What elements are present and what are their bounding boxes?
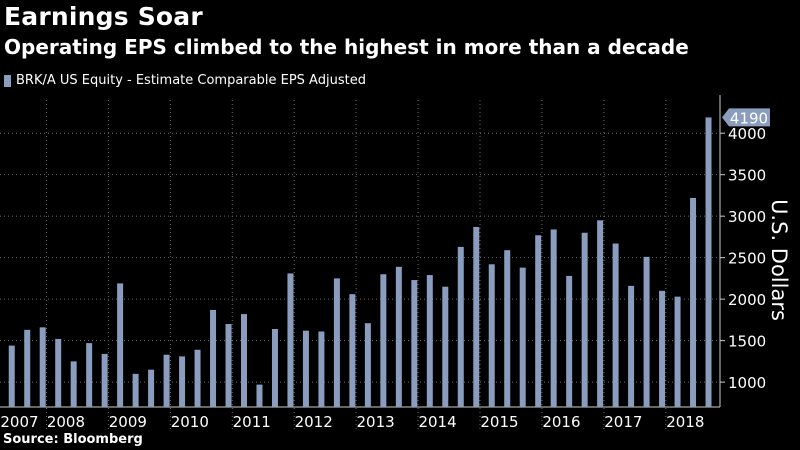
bar — [395, 266, 402, 407]
bar — [473, 226, 480, 407]
x-tick-label: 2012 — [295, 413, 333, 431]
bar — [581, 232, 588, 407]
bar — [302, 330, 309, 407]
bar — [426, 275, 433, 407]
y-tick-label: 3000 — [728, 208, 766, 226]
bar — [333, 278, 340, 407]
y-tick-label: 2500 — [728, 250, 766, 268]
y-tick-label: 4000 — [728, 125, 766, 143]
bar — [674, 296, 681, 407]
x-tick-label: 2011 — [233, 413, 271, 431]
bar — [457, 246, 464, 407]
bar — [349, 294, 356, 407]
bar — [380, 274, 387, 407]
bar — [70, 361, 77, 407]
bar — [271, 329, 278, 407]
x-tick-label: 2013 — [357, 413, 395, 431]
y-axis-title: U.S. Dollars — [767, 199, 791, 321]
y-tick-label: 3500 — [728, 167, 766, 185]
bar — [411, 280, 418, 407]
bar — [39, 327, 46, 407]
x-tick-label: 2018 — [666, 413, 704, 431]
bar — [132, 373, 139, 407]
bar — [287, 273, 294, 407]
legend-swatch — [4, 74, 11, 87]
bar — [163, 354, 170, 407]
y-tick-label: 1500 — [728, 333, 766, 351]
bar — [86, 343, 93, 407]
bar — [8, 345, 15, 407]
bar — [225, 324, 232, 407]
x-tick-label: 2015 — [480, 413, 518, 431]
bar — [256, 384, 263, 407]
bar — [519, 267, 526, 407]
bar — [690, 197, 697, 407]
bar — [504, 250, 511, 407]
callout-box — [722, 108, 770, 127]
bar — [597, 220, 604, 407]
chart-title: Earnings Soar — [4, 2, 203, 31]
last-value-callout: 4190 — [722, 108, 770, 127]
bar — [210, 309, 217, 407]
bar — [179, 356, 186, 407]
bar — [148, 369, 155, 407]
bar — [550, 229, 557, 407]
x-tick-label: 2009 — [109, 413, 147, 431]
bar — [442, 286, 449, 407]
bar — [318, 331, 325, 407]
x-tick-label: 2010 — [171, 413, 209, 431]
bar — [241, 314, 247, 407]
bar — [566, 275, 573, 407]
x-tick-label: 2016 — [542, 413, 580, 431]
bar — [612, 243, 619, 407]
legend: BRK/A US Equity - Estimate Comparable EP… — [4, 73, 366, 88]
bar — [643, 256, 650, 407]
bar — [659, 290, 666, 407]
callout-label: 4190 — [730, 109, 768, 127]
bar — [55, 338, 62, 407]
x-tick-label: 2008 — [47, 413, 85, 431]
bar — [24, 329, 31, 407]
source-note: Source: Bloomberg — [3, 432, 143, 447]
x-tick-label: 2007 — [0, 413, 38, 431]
chart-subtitle: Operating EPS climbed to the highest in … — [4, 35, 689, 59]
bar — [705, 117, 712, 408]
bar — [535, 235, 542, 407]
bar — [364, 323, 371, 407]
legend-label: BRK/A US Equity - Estimate Comparable EP… — [16, 73, 366, 88]
bar — [194, 349, 201, 407]
bar — [628, 285, 635, 407]
x-tick-label: 2017 — [604, 413, 642, 431]
y-tick-label: 1000 — [728, 374, 766, 392]
bar — [488, 264, 495, 407]
y-tick-label: 2000 — [728, 291, 766, 309]
x-tick-label: 2014 — [418, 413, 456, 431]
bar — [101, 353, 108, 407]
bar — [117, 283, 124, 407]
